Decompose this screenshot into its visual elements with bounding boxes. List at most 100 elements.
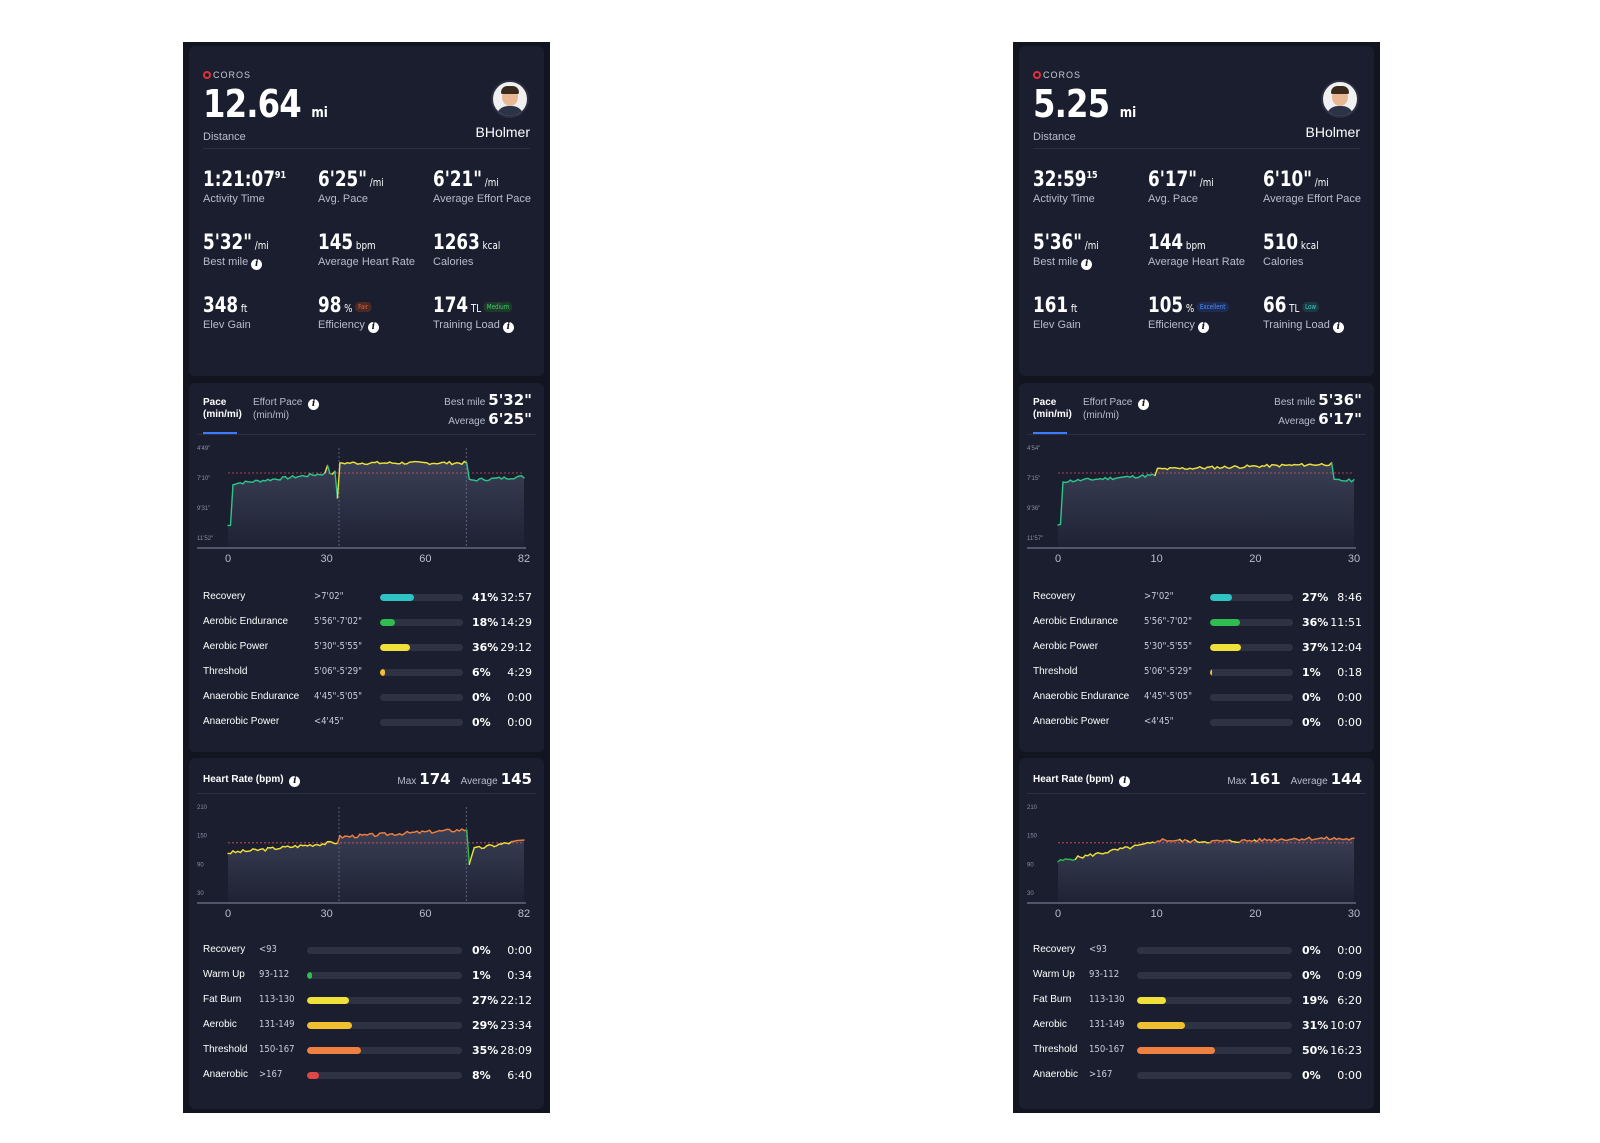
- stat-efficiency: 105 % Excellent Efficiency i: [1148, 293, 1266, 333]
- zone-name: Anaerobic Endurance: [1033, 691, 1130, 702]
- stat-efficiency: 98 % Fair Efficiency i: [318, 293, 436, 333]
- username: BHolmer: [475, 124, 530, 140]
- zone-range: 5'06"-5'29": [1144, 666, 1193, 677]
- avatar[interactable]: [491, 80, 529, 118]
- zone-range: 5'56"-7'02": [1144, 616, 1193, 627]
- stat-value: 6'17" /mi: [1148, 167, 1214, 191]
- zone-time: 28:09: [500, 1044, 532, 1057]
- series-line-segment: [1059, 481, 1064, 525]
- stat-value: 105 % Excellent: [1148, 293, 1242, 317]
- zone-percent: 29%: [472, 1019, 499, 1032]
- zone-name: Anaerobic Endurance: [203, 691, 300, 702]
- zone-progress-bar: [1210, 594, 1293, 601]
- zone-percent: 18%: [472, 616, 499, 629]
- info-icon[interactable]: i: [1119, 776, 1131, 787]
- tab-pace[interactable]: Pace (min/mi): [203, 397, 242, 420]
- zone-percent: 8%: [472, 1069, 491, 1082]
- zone-progress-bar: [380, 719, 463, 726]
- x-tick-label: 30: [1348, 908, 1360, 920]
- series-line-segment: [468, 855, 473, 866]
- zone-row: Aerobic Endurance 5'56"-7'02" 18% 14:29: [203, 616, 532, 630]
- info-icon[interactable]: i: [502, 322, 514, 333]
- pace-chart: 4'49" 7'10" 9'31" 11'52" 0 30 60 82: [197, 446, 530, 565]
- x-tick-label: 82: [518, 553, 530, 565]
- zone-time: 11:51: [1330, 616, 1362, 629]
- status-badge: Low: [1301, 302, 1320, 312]
- stat-activity-time: 1:21:0791 Activity Time: [203, 167, 321, 205]
- activity-summary-left: COROS 12.64 mi Distance BHolmer 1:21:079…: [183, 42, 550, 1113]
- zone-range: 150-167: [259, 1044, 295, 1055]
- tab-effort-pace[interactable]: Effort Pace i (min/mi): [1083, 397, 1150, 422]
- coros-logo-icon: [203, 71, 211, 79]
- activity-summary-right: COROS 5.25 mi Distance BHolmer 32:5915 Ac…: [1013, 42, 1380, 1113]
- info-icon[interactable]: i: [289, 776, 301, 787]
- y-tick-label: 90: [1027, 862, 1034, 868]
- zone-progress-bar: [1137, 947, 1292, 954]
- zone-row: Aerobic Power 5'30"-5'55" 36% 29:12: [203, 641, 532, 655]
- zone-name: Aerobic Endurance: [1033, 616, 1119, 627]
- zone-progress-bar: [380, 619, 463, 626]
- zone-name: Threshold: [203, 666, 248, 677]
- zone-row: Threshold 5'06"-5'29" 1% 0:18: [1033, 666, 1362, 680]
- zone-row: Recovery <93 0% 0:00: [203, 944, 532, 958]
- stat-label: Average Effort Pace: [1263, 193, 1362, 205]
- info-icon[interactable]: i: [1332, 322, 1344, 333]
- info-icon[interactable]: i: [1138, 399, 1150, 410]
- tab-pace[interactable]: Pace (min/mi): [1033, 397, 1072, 420]
- zone-row: Aerobic Power 5'30"-5'55" 37% 12:04: [1033, 641, 1362, 655]
- zone-percent: 36%: [472, 641, 499, 654]
- zone-name: Anaerobic Power: [203, 716, 280, 727]
- stat-value: 1263 kcal: [433, 230, 501, 254]
- x-tick-label: 30: [1348, 553, 1360, 565]
- stat-value: 174 TL Medium: [433, 293, 527, 317]
- zone-name: Recovery: [1033, 591, 1076, 602]
- zone-progress-fill: [1210, 594, 1233, 601]
- zone-progress-fill: [307, 997, 349, 1004]
- info-icon[interactable]: i: [251, 259, 263, 270]
- zone-range: 4'45"-5'05": [314, 691, 363, 702]
- zone-progress-bar: [1137, 1072, 1292, 1079]
- zone-name: Anaerobic: [203, 1069, 249, 1080]
- stat-value: 98 % Fair: [318, 293, 412, 317]
- zone-row: Recovery >7'02" 41% 32:57: [203, 591, 532, 605]
- zone-range: 5'30"-5'55": [314, 641, 363, 652]
- y-tick-label: 4'54": [1027, 446, 1040, 452]
- zone-percent: 27%: [472, 994, 499, 1007]
- divider: [197, 434, 536, 435]
- zone-time: 22:12: [500, 994, 532, 1007]
- stat-average-heart-rate: 144 bpm Average Heart Rate: [1148, 230, 1266, 268]
- y-tick-label: 7'10": [197, 476, 210, 482]
- info-icon[interactable]: i: [1197, 322, 1209, 333]
- x-tick-label: 20: [1249, 553, 1261, 565]
- stat-value: 5'36" /mi: [1033, 230, 1099, 254]
- zone-progress-bar: [380, 644, 463, 651]
- y-tick-label: 90: [197, 862, 204, 868]
- avatar[interactable]: [1321, 80, 1359, 118]
- zone-progress-fill: [307, 1047, 362, 1054]
- stat-value: 145 bpm: [318, 230, 376, 254]
- x-tick-label: 0: [1055, 553, 1061, 565]
- zone-row: Warm Up 93-112 0% 0:09: [1033, 969, 1362, 983]
- info-icon[interactable]: i: [367, 322, 379, 333]
- stat-elev-gain: 348 ft Elev Gain: [203, 293, 321, 331]
- zone-progress-bar: [307, 972, 462, 979]
- zone-name: Warm Up: [1033, 969, 1075, 980]
- zone-progress-fill: [380, 644, 410, 651]
- distance-value: 5.25 mi: [1033, 82, 1137, 126]
- zone-progress-bar: [307, 1047, 462, 1054]
- stat-label: Calories: [1263, 256, 1304, 268]
- y-tick-label: 9'31": [197, 506, 210, 512]
- zone-progress-bar: [380, 694, 463, 701]
- zone-percent: 0%: [1302, 691, 1321, 704]
- info-icon[interactable]: i: [1081, 259, 1093, 270]
- x-tick-label: 30: [321, 908, 333, 920]
- zone-percent: 0%: [1302, 716, 1321, 729]
- zone-row: Threshold 150-167 35% 28:09: [203, 1044, 532, 1058]
- zone-name: Anaerobic Power: [1033, 716, 1110, 727]
- zone-progress-fill: [380, 619, 395, 626]
- divider: [1027, 793, 1366, 794]
- x-tick-label: 60: [419, 908, 431, 920]
- heart-rate-chart: 210 150 90 30 0 30 60 82: [197, 805, 530, 920]
- tab-effort-pace[interactable]: Effort Pace i (min/mi): [253, 397, 320, 422]
- info-icon[interactable]: i: [308, 399, 320, 410]
